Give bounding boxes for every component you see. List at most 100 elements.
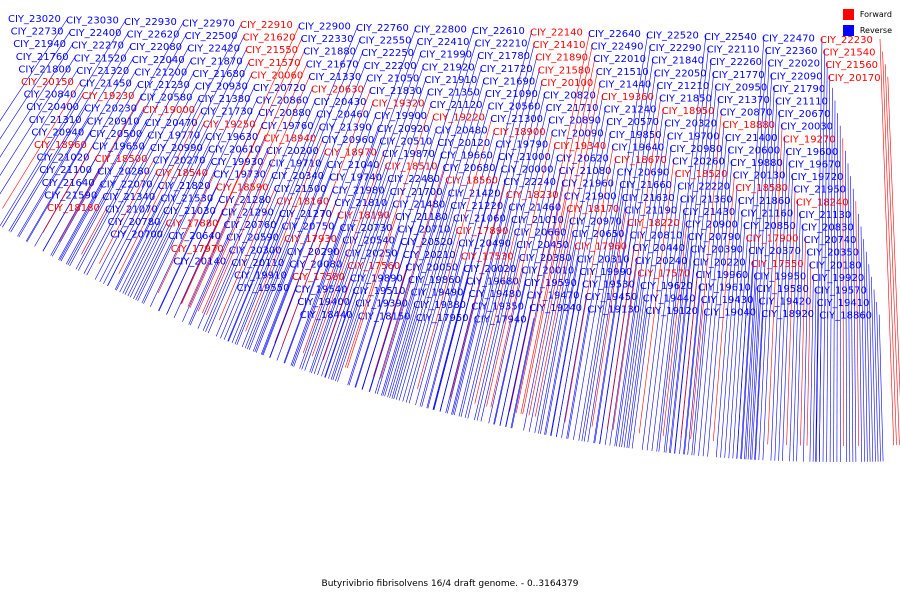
reverse-gene-label: CIY_20580 bbox=[140, 93, 193, 104]
forward-gene-label: CIY_21570 bbox=[248, 58, 301, 69]
reverse-gene-label: CIY_21090 bbox=[485, 89, 538, 100]
label-leader-line bbox=[587, 45, 651, 443]
reverse-gene-label: CIY_22540 bbox=[704, 32, 757, 43]
forward-gene-label: CIY_19340 bbox=[553, 141, 606, 152]
reverse-gene-label: CIY_20260 bbox=[672, 157, 725, 168]
label-leader-line bbox=[606, 245, 635, 429]
label-leader-line bbox=[376, 53, 480, 395]
reverse-gene-label: CIY_21100 bbox=[39, 165, 92, 176]
label-leader-line bbox=[684, 97, 720, 455]
reverse-gene-label: CIY_20240 bbox=[635, 256, 688, 267]
reverse-gene-label: CIY_22040 bbox=[132, 55, 185, 66]
forward-gene-label: CIY_17530 bbox=[461, 251, 514, 262]
reverse-gene-label: CIY_20600 bbox=[727, 145, 780, 156]
label-leader-line bbox=[858, 213, 862, 462]
reverse-gene-label: CIY_21000 bbox=[498, 152, 551, 163]
reverse-gene-label: CIY_20640 bbox=[168, 231, 221, 242]
label-leader-line bbox=[77, 58, 193, 271]
label-leader-line bbox=[458, 204, 511, 417]
label-leader-line bbox=[567, 157, 617, 439]
label-leader-line bbox=[713, 173, 735, 442]
reverse-gene-label: CIY_22240 bbox=[503, 177, 556, 188]
label-leader-line bbox=[291, 126, 380, 367]
reverse-gene-label: CIY_21880 bbox=[303, 47, 356, 58]
label-leader-line bbox=[744, 273, 756, 460]
reverse-gene-label: CIY_21860 bbox=[738, 196, 791, 207]
label-leader-line bbox=[741, 48, 767, 460]
label-leader-line bbox=[792, 212, 801, 462]
label-leader-line bbox=[674, 259, 696, 454]
reverse-gene-label: CIY_20930 bbox=[195, 82, 248, 93]
label-leader-line bbox=[490, 130, 554, 408]
label-leader-line bbox=[750, 73, 773, 460]
forward-gene-label: CIY_18190 bbox=[337, 211, 390, 222]
label-leader-line bbox=[564, 144, 614, 423]
reverse-gene-label: CIY_21460 bbox=[508, 202, 561, 213]
label-leader-line bbox=[480, 118, 551, 422]
label-leader-line bbox=[544, 107, 606, 435]
reverse-gene-label: CIY_23020 bbox=[8, 14, 61, 25]
label-leader-line bbox=[205, 173, 274, 333]
reverse-gene-label: CIY_19130 bbox=[587, 305, 640, 316]
forward-gene-label: CIY_21890 bbox=[535, 53, 588, 64]
reverse-gene-label: CIY_21820 bbox=[158, 181, 211, 192]
label-leader-line bbox=[665, 234, 690, 453]
reverse-gene-label: CIY_19920 bbox=[811, 273, 864, 284]
label-leader-line bbox=[380, 165, 445, 379]
reverse-gene-label: CIY_19380 bbox=[413, 300, 466, 311]
reverse-gene-label: CIY_20350 bbox=[806, 248, 859, 259]
forward-gene-label: CIY_19230 bbox=[82, 91, 135, 102]
label-leader-line bbox=[8, 31, 129, 232]
reverse-gene-label: CIY_21950 bbox=[793, 185, 846, 196]
reverse-gene-label: CIY_20910 bbox=[87, 116, 140, 127]
reverse-gene-label: CIY_22010 bbox=[593, 54, 646, 65]
reverse-gene-label: CIY_20970 bbox=[569, 217, 622, 228]
reverse-gene-label: CIY_21380 bbox=[198, 94, 251, 105]
label-leader-line bbox=[255, 261, 292, 353]
label-leader-line bbox=[2, 80, 82, 209]
forward-gene-label: CIY_18670 bbox=[614, 155, 667, 166]
label-leader-line bbox=[25, 57, 135, 242]
reverse-gene-label: CIY_20050 bbox=[405, 262, 458, 273]
label-leader-line bbox=[674, 72, 715, 454]
reverse-gene-label: CIY_20370 bbox=[748, 246, 801, 257]
reverse-gene-label: CIY_22250 bbox=[361, 48, 414, 59]
reverse-gene-label: CIY_21230 bbox=[137, 80, 190, 91]
reverse-gene-label: CIY_20300 bbox=[229, 245, 282, 256]
label-leader-line bbox=[187, 222, 226, 307]
reverse-gene-label: CIY_21360 bbox=[680, 194, 733, 205]
reverse-gene-label: CIY_21660 bbox=[619, 180, 672, 191]
forward-gene-label: CIY_18950 bbox=[662, 106, 715, 117]
label-leader-line bbox=[0, 30, 71, 140]
forward-gene-label: CIY_20100 bbox=[540, 78, 593, 89]
reverse-gene-label: CIY_20660 bbox=[514, 228, 567, 239]
reverse-gene-label: CIY_19720 bbox=[791, 172, 844, 183]
label-leader-line bbox=[751, 299, 761, 460]
reverse-gene-label: CIY_19550 bbox=[237, 283, 290, 294]
reverse-gene-label: CIY_21990 bbox=[419, 50, 472, 61]
reverse-gene-label: CIY_21130 bbox=[798, 210, 851, 221]
label-leader-line bbox=[189, 148, 269, 326]
reverse-gene-label: CIY_20090 bbox=[551, 128, 604, 139]
reverse-gene-label: CIY_20880 bbox=[258, 108, 311, 119]
reverse-gene-label: CIY_21870 bbox=[190, 56, 243, 67]
reverse-gene-label: CIY_20210 bbox=[403, 250, 456, 261]
reverse-gene-label: CIY_21390 bbox=[319, 122, 372, 133]
label-leader-line bbox=[304, 250, 348, 371]
reverse-gene-label: CIY_20780 bbox=[108, 217, 161, 228]
label-leader-line bbox=[381, 290, 413, 396]
forward-gene-label: CIY_20630 bbox=[311, 85, 364, 96]
label-leader-line bbox=[202, 260, 234, 331]
label-leader-line bbox=[852, 188, 857, 462]
reverse-gene-label: CIY_19670 bbox=[788, 160, 841, 171]
label-leader-line bbox=[355, 239, 403, 388]
reverse-gene-label: CIY_22480 bbox=[387, 174, 440, 185]
label-leader-line bbox=[716, 185, 738, 458]
reverse-gene-label: CIY_21670 bbox=[306, 59, 359, 70]
label-leader-line bbox=[522, 56, 596, 415]
reverse-gene-label: CIY_22270 bbox=[71, 41, 124, 52]
forward-gene-label: CIY_17880 bbox=[166, 219, 219, 230]
reverse-gene-label: CIY_18440 bbox=[300, 310, 353, 321]
label-leader-line bbox=[182, 135, 266, 322]
reverse-gene-label: CIY_20940 bbox=[31, 127, 84, 138]
